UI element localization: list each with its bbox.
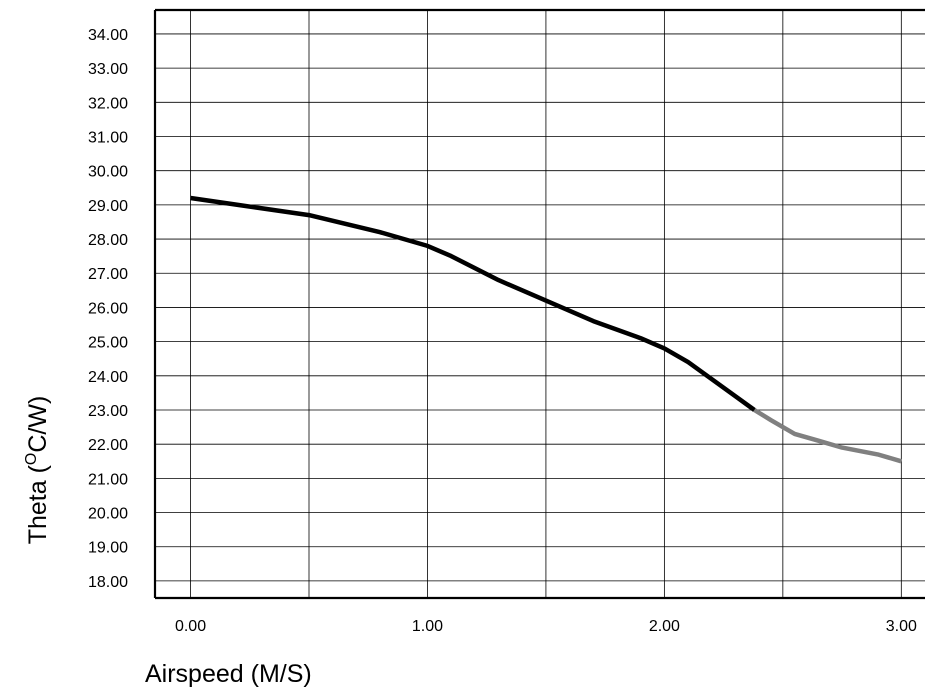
y-tick-label: 21.00 [88, 471, 128, 488]
y-tick-label: 25.00 [88, 335, 128, 352]
y-tick-label: 24.00 [88, 369, 128, 386]
y-tick-label: 23.00 [88, 403, 128, 420]
y-axis-title: Theta (OC/W) [23, 396, 52, 545]
y-tick-label: 27.00 [88, 266, 128, 283]
y-tick-label: 30.00 [88, 164, 128, 181]
tick-labels: 18.00 19.00 20.00 21.00 22.00 23.00 24.00 25.00… [88, 27, 917, 635]
x-tick-label: 2.00 [649, 618, 680, 635]
y-tick-label: 32.00 [88, 95, 128, 112]
y-tick-label: 29.00 [88, 198, 128, 215]
series-line-2 [753, 408, 902, 464]
x-tick-label: 0.00 [175, 618, 206, 635]
axes [153, 8, 925, 600]
x-tick-label: 3.00 [886, 618, 917, 635]
y-axis-title-superscript: O [23, 453, 40, 465]
y-tick-label: 18.00 [88, 574, 128, 591]
y-tick-label: 28.00 [88, 232, 128, 249]
y-tick-label: 33.00 [88, 61, 128, 78]
y-tick-label: 20.00 [88, 506, 128, 523]
x-axis-title: Airspeed (M/S) [145, 660, 312, 688]
y-axis-title-suffix: C/W) [24, 396, 52, 453]
series-line-1 [190, 195, 756, 412]
y-tick-label: 34.00 [88, 27, 128, 44]
y-axis-title-prefix: Theta ( [24, 464, 52, 544]
y-tick-label: 31.00 [88, 129, 128, 146]
series-group [190, 195, 902, 464]
y-tick-label: 22.00 [88, 437, 128, 454]
y-tick-label: 26.00 [88, 300, 128, 317]
y-tick-label: 19.00 [88, 540, 128, 557]
x-tick-label: 1.00 [412, 618, 443, 635]
gridlines [155, 10, 925, 598]
